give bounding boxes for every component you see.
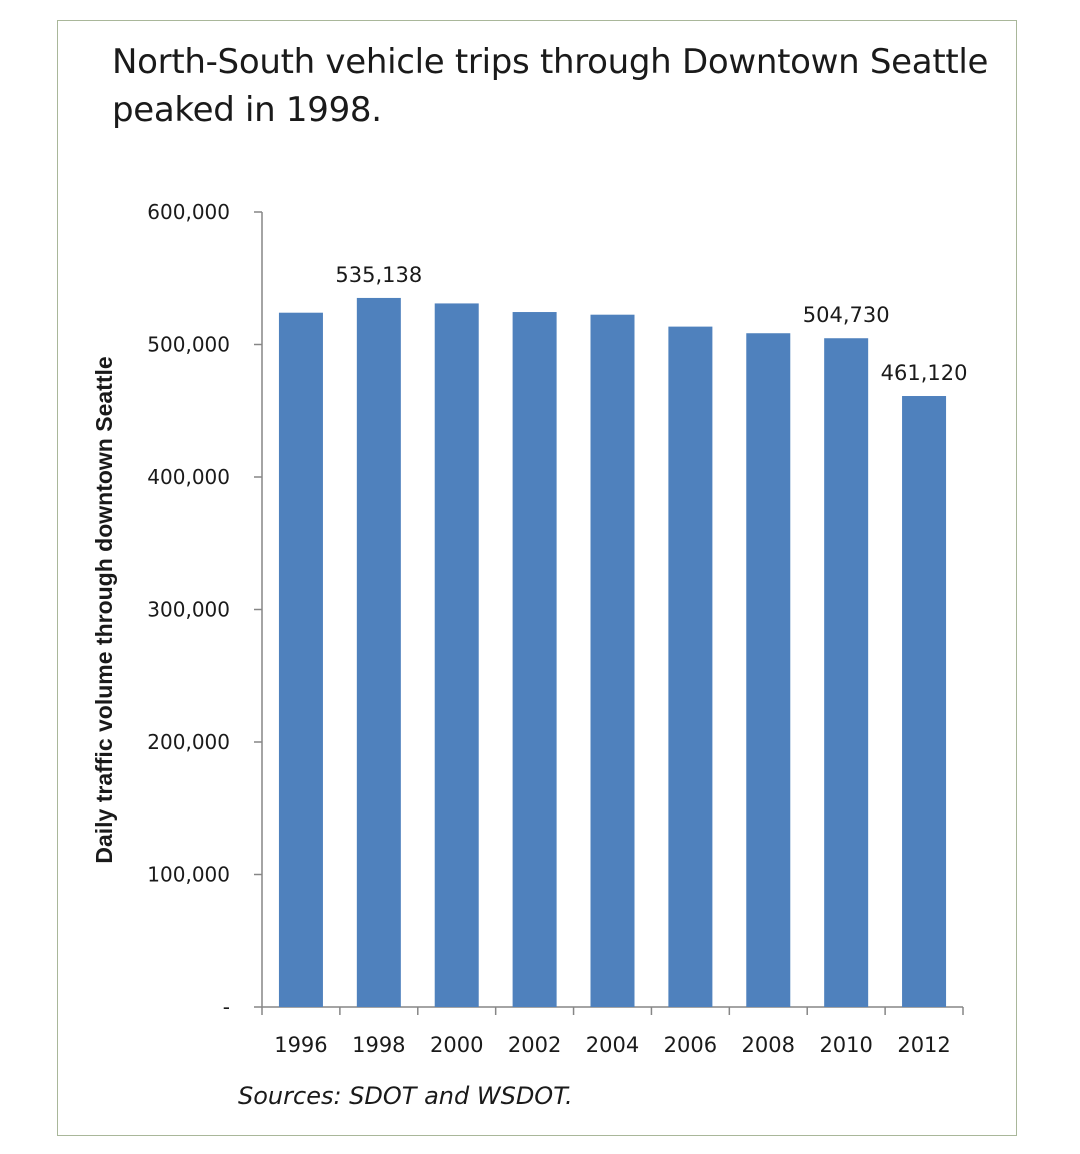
data-labels: 535,138 504,730 461,120 <box>335 263 967 385</box>
bar-2010 <box>824 338 869 1007</box>
chart-title: North-South vehicle trips through Downto… <box>112 38 992 134</box>
x-tick-label: 2010 <box>819 1033 872 1057</box>
y-tick-label: 200,000 <box>147 730 230 754</box>
y-axis-title: Daily traffic volume through downtown Se… <box>91 356 117 863</box>
chart-title-line-1: North-South vehicle trips through Downto… <box>112 42 989 82</box>
y-tick-label: 600,000 <box>147 200 230 224</box>
source-note: Sources: SDOT and WSDOT. <box>238 1082 573 1110</box>
bar-2004 <box>590 314 635 1007</box>
y-tick-label: - <box>223 995 230 1019</box>
bar-1998 <box>356 297 401 1007</box>
bars <box>278 297 947 1008</box>
y-tick-label: 400,000 <box>147 465 230 489</box>
chart-title-line-2: peaked in 1998. <box>112 90 382 130</box>
bar-2006 <box>668 326 713 1007</box>
x-tick-label: 1996 <box>274 1033 327 1057</box>
data-label-2010: 504,730 <box>803 303 890 327</box>
bar-2002 <box>512 312 557 1008</box>
x-tick-label: 1998 <box>352 1033 405 1057</box>
bar-2000 <box>434 303 479 1007</box>
data-label-1998: 535,138 <box>335 263 422 287</box>
y-tick-label: 500,000 <box>147 333 230 357</box>
data-label-2012: 461,120 <box>881 361 968 385</box>
bar-2008 <box>746 333 791 1007</box>
x-tick-label: 2012 <box>897 1033 950 1057</box>
bar-2012 <box>902 396 947 1007</box>
x-tick-label: 2008 <box>742 1033 795 1057</box>
y-tick-label: 100,000 <box>147 863 230 887</box>
x-tick-label: 2002 <box>508 1033 561 1057</box>
x-tick-label: 2000 <box>430 1033 483 1057</box>
x-tick-label: 2006 <box>664 1033 717 1057</box>
y-axis: - 100,000 200,000 300,000 400,000 500,000 600,… <box>147 200 263 1019</box>
x-axis: 1996 1998 2000 2002 2004 2006 2008 2010 2012 <box>261 1006 964 1057</box>
x-tick-label: 2004 <box>586 1033 639 1057</box>
y-tick-label: 300,000 <box>147 598 230 622</box>
bar-1996 <box>278 312 323 1007</box>
